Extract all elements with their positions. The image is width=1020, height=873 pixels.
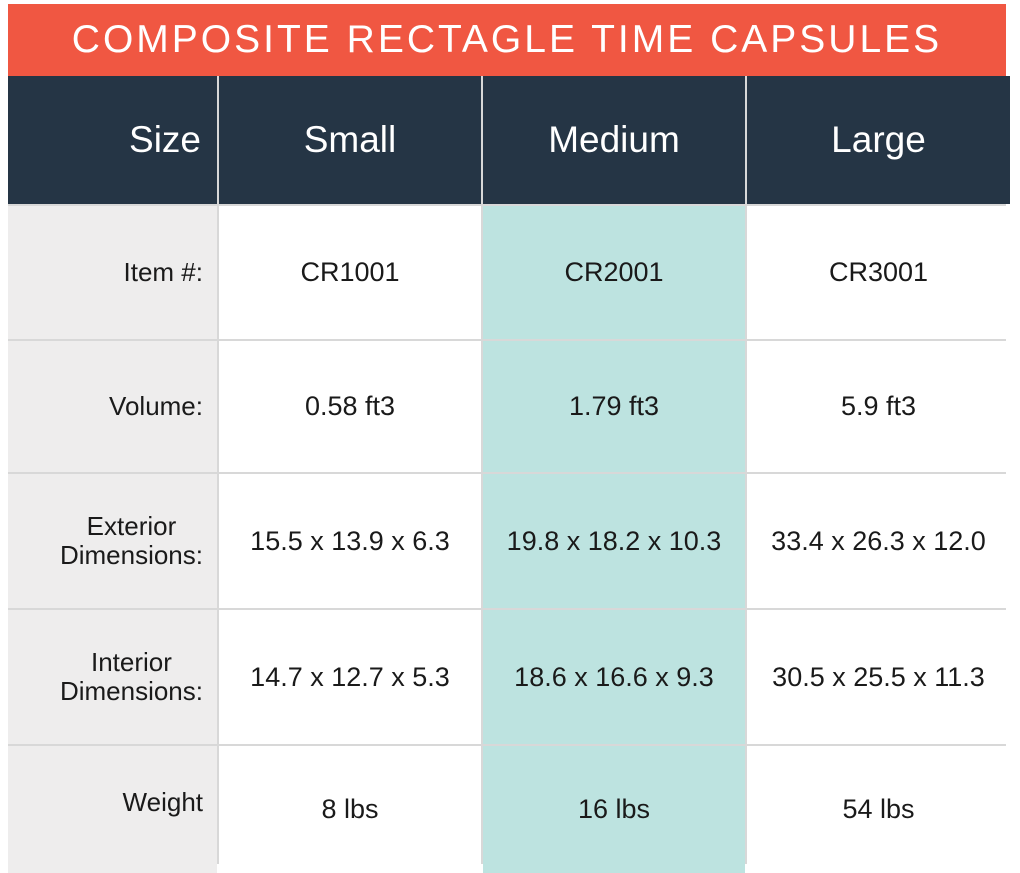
page-title: COMPOSITE RECTAGLE TIME CAPSULES <box>71 18 943 61</box>
header-large: Large <box>747 76 1010 204</box>
row-label-exterior: Exterior Dimensions: <box>8 474 217 608</box>
header-small: Small <box>219 76 481 204</box>
table-cell: 54 lbs <box>747 746 1010 873</box>
title-bar: COMPOSITE RECTAGLE TIME CAPSULES <box>8 4 1006 76</box>
table-cell: CR3001 <box>747 206 1010 339</box>
table-cell: 18.6 x 16.6 x 9.3 <box>483 610 745 744</box>
table-cell: 19.8 x 18.2 x 10.3 <box>483 474 745 608</box>
row-label-weight: Weight <box>8 746 217 873</box>
table-cell: CR1001 <box>219 206 481 339</box>
table-cell: 15.5 x 13.9 x 6.3 <box>219 474 481 608</box>
row-label-interior: Interior Dimensions: <box>8 610 217 744</box>
table-cell: 0.58 ft3 <box>219 341 481 472</box>
table-cell: 16 lbs <box>483 746 745 873</box>
header-size-label: Size <box>8 76 217 204</box>
header-medium: Medium <box>483 76 745 204</box>
table-cell: 30.5 x 25.5 x 11.3 <box>747 610 1010 744</box>
row-label-item: Item #: <box>8 206 217 339</box>
table-cell: 33.4 x 26.3 x 12.0 <box>747 474 1010 608</box>
table-cell: 5.9 ft3 <box>747 341 1010 472</box>
table-cell: CR2001 <box>483 206 745 339</box>
spec-table: Size Small Medium Large Item #: CR1001 C… <box>8 76 1010 873</box>
row-label-volume: Volume: <box>8 341 217 472</box>
table-cell: 1.79 ft3 <box>483 341 745 472</box>
table-cell: 14.7 x 12.7 x 5.3 <box>219 610 481 744</box>
table-cell: 8 lbs <box>219 746 481 873</box>
